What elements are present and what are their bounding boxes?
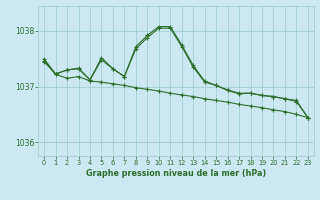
X-axis label: Graphe pression niveau de la mer (hPa): Graphe pression niveau de la mer (hPa) [86, 169, 266, 178]
